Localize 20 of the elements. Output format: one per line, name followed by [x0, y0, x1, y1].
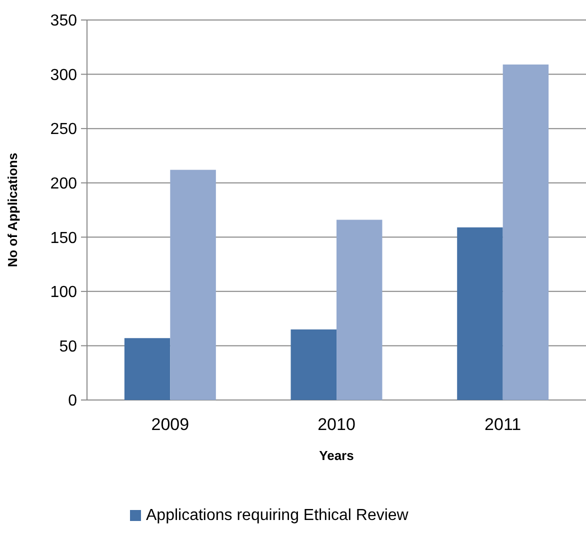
bar [502, 64, 549, 400]
x-tick-label: 2011 [484, 415, 522, 434]
bar [170, 170, 216, 400]
y-tick-label: 150 [50, 230, 78, 247]
x-tick-label: 2009 [151, 415, 190, 434]
y-axis-title: No of Applications [5, 152, 20, 268]
bar [290, 329, 336, 400]
y-tick-label: 50 [59, 338, 78, 356]
x-axis-title: Years [319, 448, 354, 463]
y-tick-label: 250 [50, 121, 78, 138]
bar [124, 338, 170, 400]
legend-label: Applications requiring Ethical Review [146, 507, 409, 524]
y-tick-label: 350 [50, 12, 78, 30]
y-tick-label: 0 [68, 392, 78, 410]
y-tick-label: 100 [50, 284, 78, 302]
y-tick-label: 200 [50, 175, 78, 192]
bar [336, 220, 382, 400]
x-tick-label: 2010 [318, 415, 356, 434]
bar [457, 227, 503, 400]
y-tick-label: 300 [50, 66, 78, 84]
